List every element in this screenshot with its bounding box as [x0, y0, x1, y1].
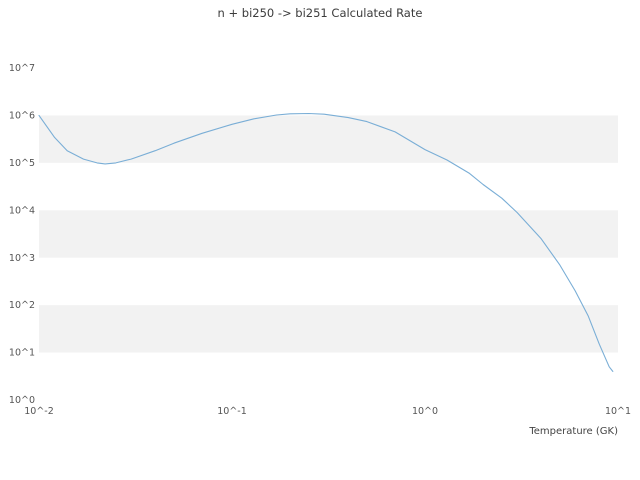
x-tick-label: 10^-1 [217, 406, 247, 417]
y-tick-label: 10^0 [9, 395, 35, 406]
y-tick-label: 10^4 [9, 205, 35, 216]
y-tick-label: 10^3 [9, 253, 35, 264]
decade-band [39, 210, 618, 258]
y-tick-label: 10^1 [9, 348, 35, 359]
decade-band [39, 115, 618, 163]
y-tick-label: 10^7 [9, 63, 35, 74]
y-tick-label: 10^2 [9, 300, 35, 311]
chart-title: n + bi250 -> bi251 Calculated Rate [217, 6, 423, 20]
y-tick-label: 10^5 [9, 158, 35, 169]
x-axis-label: Temperature (GK) [529, 426, 618, 437]
x-tick-label: 10^-2 [24, 406, 54, 417]
x-tick-label: 10^1 [605, 406, 631, 417]
y-tick-label: 10^6 [9, 110, 35, 121]
x-tick-label: 10^0 [412, 406, 438, 417]
decade-band [39, 305, 618, 353]
rate-line [38, 112, 614, 372]
